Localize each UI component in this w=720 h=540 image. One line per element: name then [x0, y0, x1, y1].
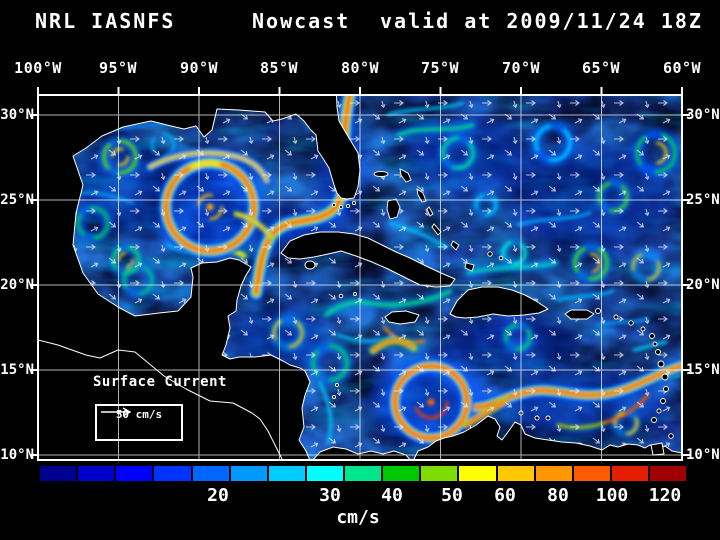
- scale-arrow-icon: [101, 407, 132, 417]
- grid-layer: [38, 95, 682, 460]
- colorbar-segment: [345, 466, 382, 481]
- surface-current-map: Surface Current 50 cm/s: [28, 85, 692, 470]
- panama: [312, 446, 412, 460]
- isle-of-youth: [304, 260, 316, 270]
- colorbar-tick-label: 80: [547, 485, 569, 506]
- lon-tick-label: 75°W: [420, 59, 460, 77]
- lat-tick-label: 20°N: [686, 277, 720, 293]
- islands-layer: [331, 168, 674, 439]
- colorbar-segment: [573, 466, 610, 481]
- colorbar-segment: [306, 466, 343, 481]
- lat-tick-label: 15°N: [0, 362, 34, 378]
- layer-label: Surface Current: [93, 374, 227, 390]
- current-scale-box: 50 cm/s: [95, 404, 183, 441]
- current-field-canvas: [30, 87, 690, 461]
- product-name: Nowcast: [252, 9, 351, 33]
- colorbar-segment: [650, 466, 687, 481]
- colorbar-tick-label: 100: [595, 485, 629, 506]
- lon-tick-label: 60°W: [662, 59, 702, 77]
- colorbar-units-label: cm/s: [336, 507, 380, 528]
- colorbar-track: [40, 466, 687, 481]
- lon-tick-label: 65°W: [581, 59, 621, 77]
- puerto-rico: [564, 309, 595, 320]
- colorbar-tick-label: 40: [381, 485, 403, 506]
- lat-tick-label: 30°N: [686, 107, 720, 123]
- lat-tick-label: 10°N: [686, 447, 720, 463]
- lat-tick-label: 10°N: [0, 447, 34, 463]
- lat-tick-label: 15°N: [686, 362, 720, 378]
- lon-tick-label: 90°W: [179, 59, 219, 77]
- colorbar-segment: [459, 466, 496, 481]
- colorbar-segment: [78, 466, 115, 481]
- lat-tick-label: 25°N: [0, 192, 34, 208]
- cuba: [280, 231, 456, 288]
- lon-tick-label: 70°W: [501, 59, 541, 77]
- colorbar-segment: [192, 466, 229, 481]
- hispaniola: [449, 286, 549, 319]
- axis-ticks: [30, 87, 690, 456]
- colorbar-segment: [268, 466, 305, 481]
- jamaica: [384, 310, 420, 325]
- lon-tick-label: 100°W: [14, 59, 62, 77]
- colorbar-tick-label: 120: [648, 485, 682, 506]
- trinidad: [650, 442, 665, 456]
- lon-tick-label: 80°W: [340, 59, 380, 77]
- colorbar-segment: [40, 466, 77, 481]
- colorbar-segment: [421, 466, 458, 481]
- lon-tick-label: 85°W: [259, 59, 299, 77]
- colorbar-tick-label: 20: [207, 485, 229, 506]
- colorbar-segment: [154, 466, 191, 481]
- valid-time: valid at 2009/11/24 18Z: [380, 9, 703, 33]
- model-name: NRL IASNFS: [35, 9, 176, 33]
- colorbar-segment: [611, 466, 648, 481]
- lon-tick-label: 95°W: [98, 59, 138, 77]
- colorbar-tick-label: 50: [441, 485, 463, 506]
- colorbar-tick-label: 30: [319, 485, 341, 506]
- colorbar-segment: [230, 466, 267, 481]
- colorbar-segment: [497, 466, 534, 481]
- colorbar-segment: [383, 466, 420, 481]
- lat-tick-label: 20°N: [0, 277, 34, 293]
- lat-tick-label: 30°N: [0, 107, 34, 123]
- colorbar-tick-label: 60: [494, 485, 516, 506]
- colorbar-segment: [116, 466, 153, 481]
- map-frame: [37, 94, 683, 461]
- colorbar-segment: [535, 466, 572, 481]
- lat-tick-label: 25°N: [686, 192, 720, 208]
